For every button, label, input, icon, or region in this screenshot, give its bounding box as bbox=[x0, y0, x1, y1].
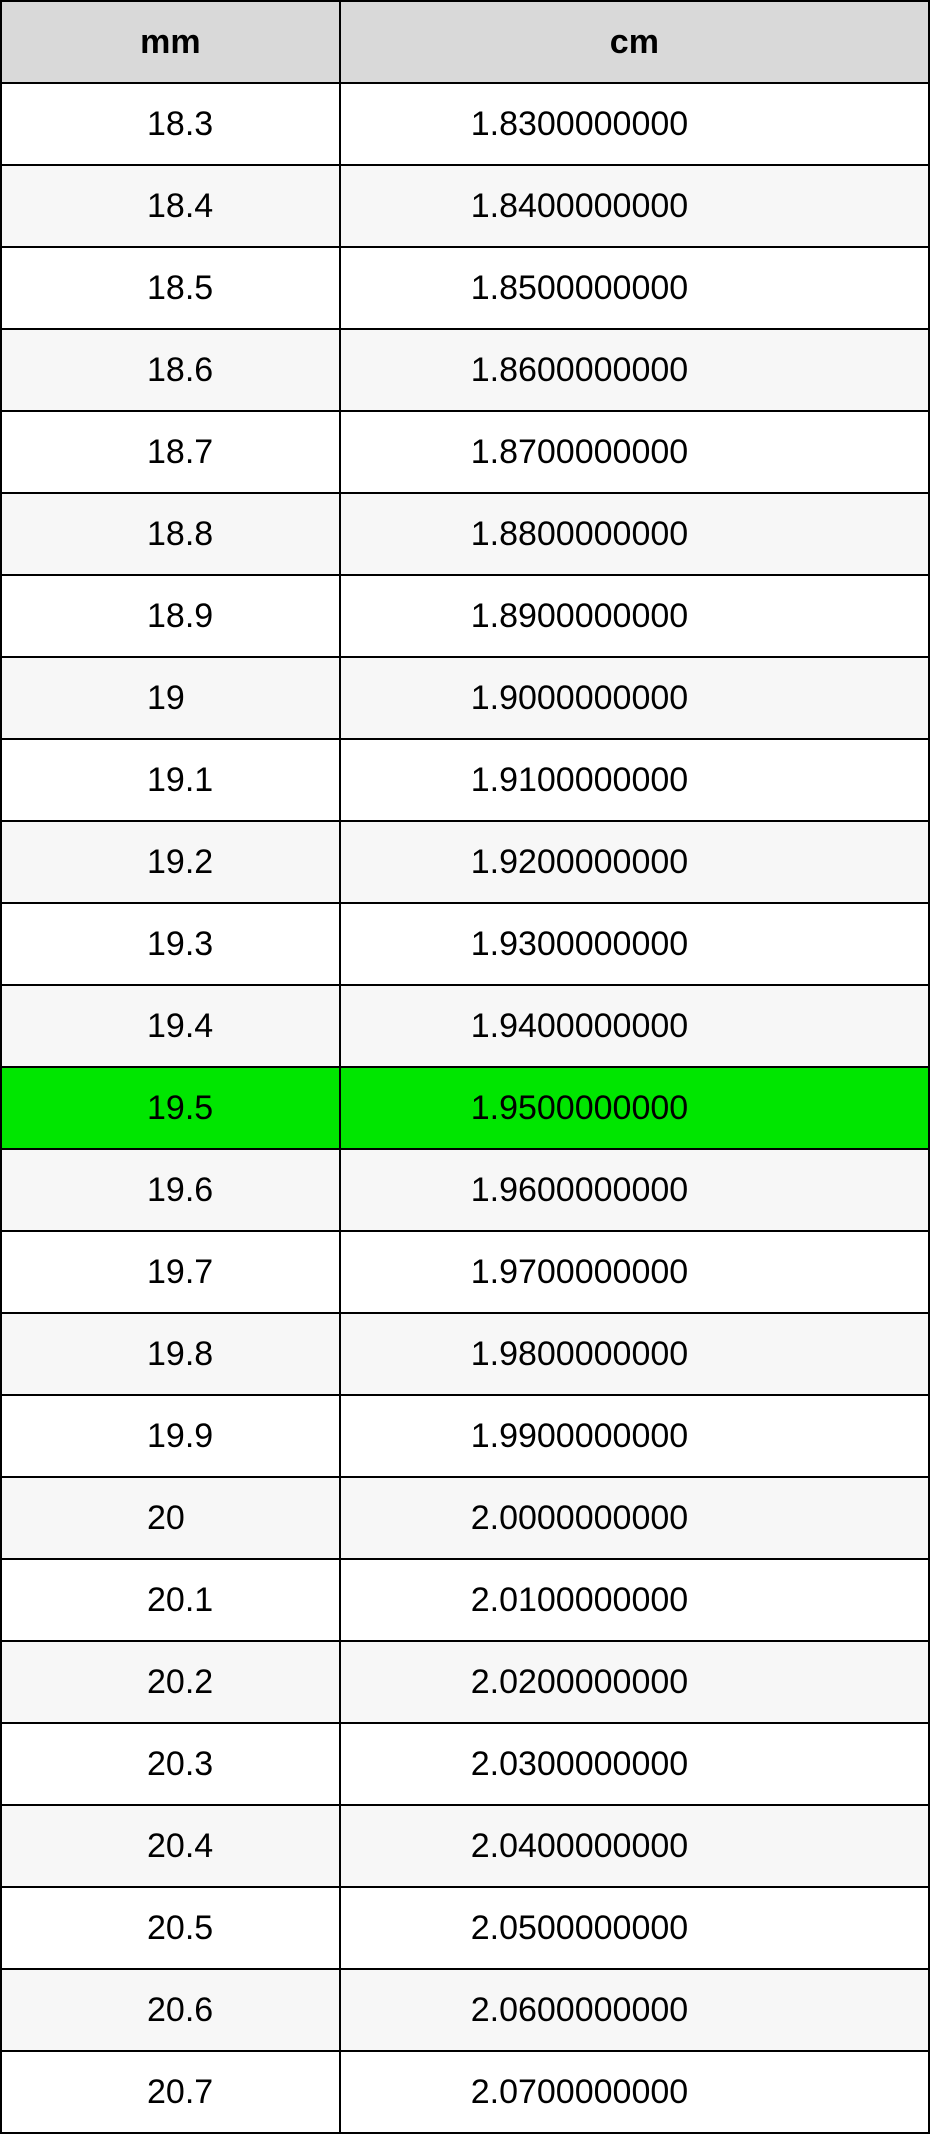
cell-cm: 1.8800000000 bbox=[340, 493, 929, 575]
cell-mm: 20.6 bbox=[1, 1969, 340, 2051]
table-row: 18.31.8300000000 bbox=[1, 83, 929, 165]
col-header-cm: cm bbox=[340, 1, 929, 83]
table-row: 18.81.8800000000 bbox=[1, 493, 929, 575]
table-row: 20.42.0400000000 bbox=[1, 1805, 929, 1887]
cell-mm: 19.9 bbox=[1, 1395, 340, 1477]
cell-mm: 18.6 bbox=[1, 329, 340, 411]
table-row: 18.91.8900000000 bbox=[1, 575, 929, 657]
table-row: 20.32.0300000000 bbox=[1, 1723, 929, 1805]
cell-mm: 20.2 bbox=[1, 1641, 340, 1723]
table-row: 18.41.8400000000 bbox=[1, 165, 929, 247]
cell-cm: 1.9300000000 bbox=[340, 903, 929, 985]
cell-cm: 2.0600000000 bbox=[340, 1969, 929, 2051]
cell-cm: 1.9400000000 bbox=[340, 985, 929, 1067]
cell-cm: 1.9600000000 bbox=[340, 1149, 929, 1231]
cell-mm: 20.1 bbox=[1, 1559, 340, 1641]
conversion-table-wrap: mm cm 18.31.830000000018.41.840000000018… bbox=[0, 0, 930, 2134]
table-row: 19.51.9500000000 bbox=[1, 1067, 929, 1149]
cell-cm: 2.0200000000 bbox=[340, 1641, 929, 1723]
table-row: 20.72.0700000000 bbox=[1, 2051, 929, 2133]
table-row: 202.0000000000 bbox=[1, 1477, 929, 1559]
table-row: 20.52.0500000000 bbox=[1, 1887, 929, 1969]
cell-cm: 1.9700000000 bbox=[340, 1231, 929, 1313]
cell-mm: 19.4 bbox=[1, 985, 340, 1067]
cell-mm: 18.9 bbox=[1, 575, 340, 657]
cell-mm: 20.5 bbox=[1, 1887, 340, 1969]
cell-mm: 19 bbox=[1, 657, 340, 739]
table-row: 19.21.9200000000 bbox=[1, 821, 929, 903]
cell-mm: 18.8 bbox=[1, 493, 340, 575]
table-row: 19.71.9700000000 bbox=[1, 1231, 929, 1313]
cell-mm: 19.7 bbox=[1, 1231, 340, 1313]
table-row: 18.61.8600000000 bbox=[1, 329, 929, 411]
col-header-mm: mm bbox=[1, 1, 340, 83]
cell-cm: 1.9100000000 bbox=[340, 739, 929, 821]
table-row: 18.51.8500000000 bbox=[1, 247, 929, 329]
cell-mm: 19.3 bbox=[1, 903, 340, 985]
cell-cm: 1.9800000000 bbox=[340, 1313, 929, 1395]
cell-cm: 1.9900000000 bbox=[340, 1395, 929, 1477]
cell-mm: 18.7 bbox=[1, 411, 340, 493]
cell-mm: 18.3 bbox=[1, 83, 340, 165]
cell-mm: 20.4 bbox=[1, 1805, 340, 1887]
table-row: 19.91.9900000000 bbox=[1, 1395, 929, 1477]
cell-mm: 18.4 bbox=[1, 165, 340, 247]
table-row: 19.61.9600000000 bbox=[1, 1149, 929, 1231]
cell-cm: 1.9500000000 bbox=[340, 1067, 929, 1149]
cell-cm: 2.0500000000 bbox=[340, 1887, 929, 1969]
cell-cm: 1.8400000000 bbox=[340, 165, 929, 247]
table-row: 191.9000000000 bbox=[1, 657, 929, 739]
cell-mm: 19.1 bbox=[1, 739, 340, 821]
cell-mm: 20 bbox=[1, 1477, 340, 1559]
table-row: 19.41.9400000000 bbox=[1, 985, 929, 1067]
cell-mm: 19.6 bbox=[1, 1149, 340, 1231]
cell-mm: 19.2 bbox=[1, 821, 340, 903]
table-row: 20.62.0600000000 bbox=[1, 1969, 929, 2051]
cell-cm: 2.0700000000 bbox=[340, 2051, 929, 2133]
cell-mm: 19.8 bbox=[1, 1313, 340, 1395]
cell-cm: 1.8600000000 bbox=[340, 329, 929, 411]
table-header-row: mm cm bbox=[1, 1, 929, 83]
cell-mm: 20.3 bbox=[1, 1723, 340, 1805]
cell-cm: 1.8300000000 bbox=[340, 83, 929, 165]
cell-cm: 2.0100000000 bbox=[340, 1559, 929, 1641]
cell-cm: 2.0000000000 bbox=[340, 1477, 929, 1559]
cell-cm: 1.9000000000 bbox=[340, 657, 929, 739]
conversion-table: mm cm 18.31.830000000018.41.840000000018… bbox=[0, 0, 930, 2134]
table-row: 18.71.8700000000 bbox=[1, 411, 929, 493]
cell-cm: 1.8700000000 bbox=[340, 411, 929, 493]
cell-mm: 19.5 bbox=[1, 1067, 340, 1149]
cell-cm: 1.8500000000 bbox=[340, 247, 929, 329]
table-row: 20.22.0200000000 bbox=[1, 1641, 929, 1723]
cell-mm: 18.5 bbox=[1, 247, 340, 329]
table-row: 19.11.9100000000 bbox=[1, 739, 929, 821]
table-row: 20.12.0100000000 bbox=[1, 1559, 929, 1641]
cell-cm: 2.0400000000 bbox=[340, 1805, 929, 1887]
table-row: 19.31.9300000000 bbox=[1, 903, 929, 985]
cell-cm: 1.8900000000 bbox=[340, 575, 929, 657]
cell-cm: 1.9200000000 bbox=[340, 821, 929, 903]
cell-mm: 20.7 bbox=[1, 2051, 340, 2133]
cell-cm: 2.0300000000 bbox=[340, 1723, 929, 1805]
table-row: 19.81.9800000000 bbox=[1, 1313, 929, 1395]
